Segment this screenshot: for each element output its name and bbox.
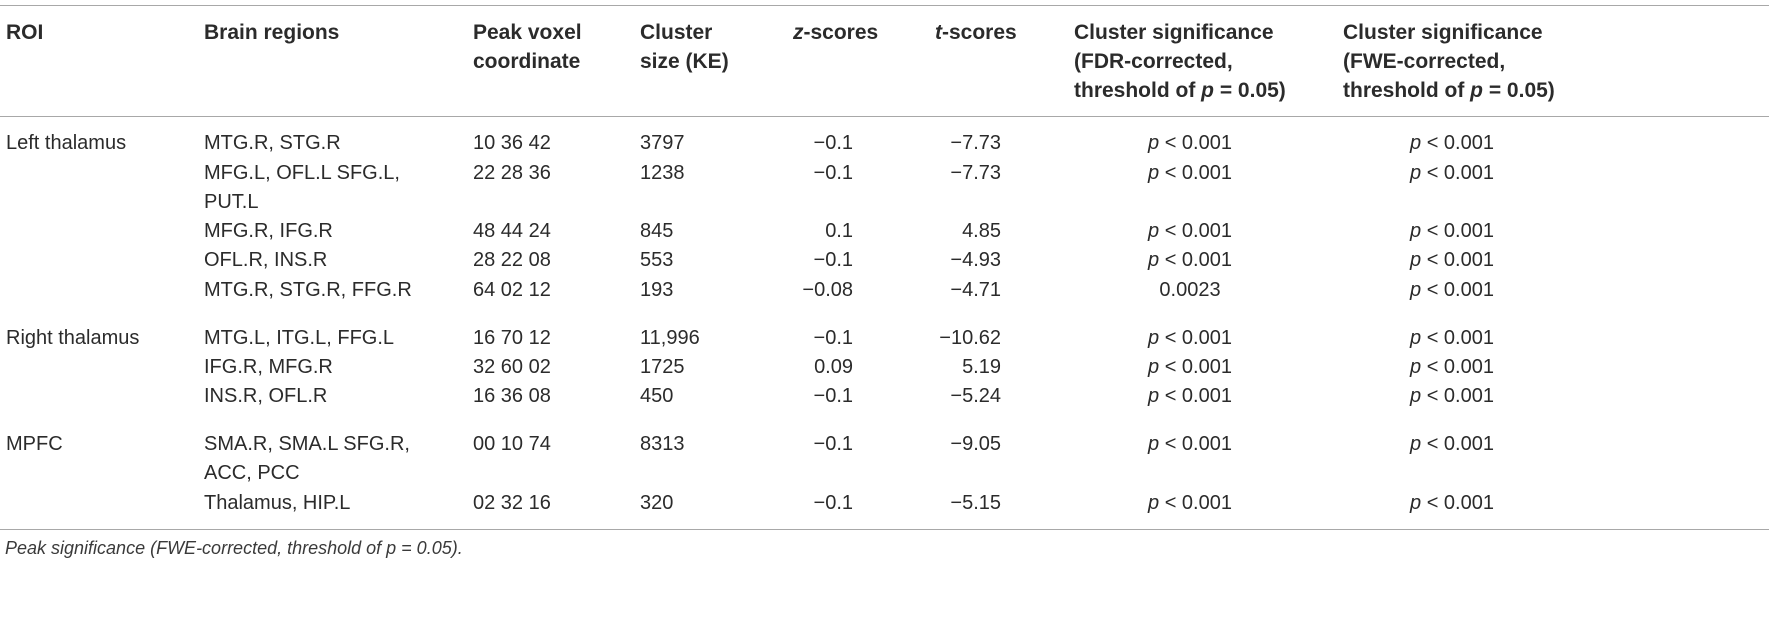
cell-fdr-significance: p < 0.001: [1148, 433, 1232, 455]
cell-peak-voxel: 10 36 42: [473, 132, 551, 154]
cell-peak-voxel: 16 36 08: [473, 385, 551, 407]
cell-t-score: 4.85: [962, 220, 1001, 242]
cell-roi: Left thalamus: [6, 132, 127, 154]
table-footnote: Peak significance (FWE-corrected, thresh…: [5, 538, 463, 558]
cell-z-score: −0.1: [813, 132, 853, 154]
cell-cluster-size: 193: [640, 279, 674, 301]
cell-roi: Right thalamus: [6, 327, 140, 349]
cell-peak-voxel: 00 10 74: [473, 433, 551, 455]
cell-brain-regions: IFG.R, MFG.R: [204, 356, 333, 378]
cell-brain-regions: SMA.R, SMA.L SFG.R,: [204, 433, 410, 455]
cell-fdr-significance: p < 0.001: [1148, 249, 1232, 271]
cell-peak-voxel: 22 28 36: [473, 162, 551, 184]
cell-z-score: −0.1: [813, 162, 853, 184]
cell-fdr-significance: p < 0.001: [1148, 132, 1232, 154]
header-z-scores: z-scores: [793, 21, 879, 44]
cell-peak-voxel: 64 02 12: [473, 279, 551, 301]
cell-fdr-significance: p < 0.001: [1148, 356, 1232, 378]
cell-z-score: −0.08: [802, 279, 853, 301]
cell-peak-voxel: 02 32 16: [473, 492, 551, 514]
header-brain-regions: Brain regions: [204, 21, 340, 44]
cell-brain-regions: ACC, PCC: [204, 462, 300, 484]
cell-cluster-size: 3797: [640, 132, 685, 154]
cell-t-score: −5.15: [950, 492, 1001, 514]
cell-brain-regions: PUT.L: [204, 191, 259, 213]
cell-peak-voxel: 16 70 12: [473, 327, 551, 349]
cell-fdr-significance: p < 0.001: [1148, 385, 1232, 407]
cell-fwe-significance: p < 0.001: [1410, 433, 1494, 455]
cell-t-score: −7.73: [950, 132, 1001, 154]
cell-fwe-significance: p < 0.001: [1410, 356, 1494, 378]
header-peak-voxel: Peak voxel coordinate: [473, 21, 582, 73]
cell-t-score: −4.93: [950, 249, 1001, 271]
cell-cluster-size: 1238: [640, 162, 685, 184]
cell-cluster-size: 8313: [640, 433, 685, 455]
cell-t-score: −10.62: [939, 327, 1001, 349]
cell-cluster-size: 11,996: [640, 327, 700, 349]
cell-z-score: 0.1: [825, 220, 853, 242]
cell-brain-regions: MTG.R, STG.R: [204, 132, 341, 154]
cell-cluster-size: 845: [640, 220, 674, 242]
cell-cluster-size: 450: [640, 385, 674, 407]
cell-brain-regions: MTG.R, STG.R, FFG.R: [204, 279, 412, 301]
cell-fdr-significance: p < 0.001: [1148, 162, 1232, 184]
header-bottom-rule: [0, 116, 1769, 117]
cell-brain-regions: MFG.L, OFL.L SFG.L,: [204, 162, 400, 184]
header-t-scores: t-scores: [935, 21, 1017, 44]
cell-fwe-significance: p < 0.001: [1410, 132, 1494, 154]
cell-brain-regions: MFG.R, IFG.R: [204, 220, 333, 242]
table-bottom-rule: [0, 529, 1769, 530]
cell-z-score: −0.1: [813, 327, 853, 349]
header-cluster-significance-fdr: Cluster significance (FDR-corrected, thr…: [1074, 21, 1286, 102]
cell-brain-regions: Thalamus, HIP.L: [204, 492, 351, 514]
cell-z-score: −0.1: [813, 249, 853, 271]
header-roi: ROI: [6, 21, 44, 44]
cell-t-score: −9.05: [950, 433, 1001, 455]
cell-fwe-significance: p < 0.001: [1410, 492, 1494, 514]
cell-fwe-significance: p < 0.001: [1410, 279, 1494, 301]
cell-t-score: −7.73: [950, 162, 1001, 184]
cell-t-score: −5.24: [950, 385, 1001, 407]
cell-fwe-significance: p < 0.001: [1410, 249, 1494, 271]
cell-z-score: −0.1: [813, 385, 853, 407]
cell-fwe-significance: p < 0.001: [1410, 327, 1494, 349]
table-top-rule: [0, 5, 1769, 6]
cell-fdr-significance: p < 0.001: [1148, 327, 1232, 349]
cell-t-score: −4.71: [950, 279, 1001, 301]
cell-z-score: −0.1: [813, 433, 853, 455]
cell-cluster-size: 320: [640, 492, 674, 514]
cell-fdr-significance: p < 0.001: [1148, 492, 1232, 514]
cell-fwe-significance: p < 0.001: [1410, 385, 1494, 407]
cell-z-score: 0.09: [814, 356, 853, 378]
cell-cluster-size: 553: [640, 249, 674, 271]
cell-cluster-size: 1725: [640, 356, 685, 378]
cell-fwe-significance: p < 0.001: [1410, 162, 1494, 184]
cell-z-score: −0.1: [813, 492, 853, 514]
cell-fwe-significance: p < 0.001: [1410, 220, 1494, 242]
cell-roi: MPFC: [6, 433, 63, 455]
cell-fdr-significance: p < 0.001: [1148, 220, 1232, 242]
header-cluster-significance-fwe: Cluster significance (FWE-corrected, thr…: [1343, 21, 1555, 102]
cell-brain-regions: MTG.L, ITG.L, FFG.L: [204, 327, 395, 349]
cell-peak-voxel: 28 22 08: [473, 249, 551, 271]
cell-brain-regions: INS.R, OFL.R: [204, 385, 328, 407]
cell-peak-voxel: 32 60 02: [473, 356, 551, 378]
cell-brain-regions: OFL.R, INS.R: [204, 249, 328, 271]
cell-t-score: 5.19: [962, 356, 1001, 378]
header-cluster-size: Cluster size (KE): [640, 21, 729, 73]
cell-fdr-significance: 0.0023: [1159, 279, 1221, 301]
cell-peak-voxel: 48 44 24: [473, 220, 551, 242]
